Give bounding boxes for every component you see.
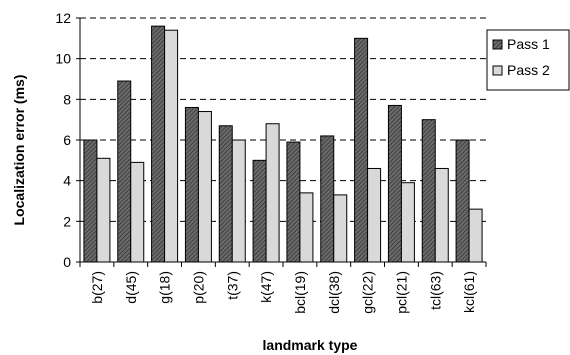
y-tick-label: 10 (55, 51, 71, 67)
x-tick-label: tcl(63) (427, 271, 443, 310)
y-tick-label: 4 (63, 173, 71, 189)
x-tick-label: kcl(61) (461, 271, 477, 313)
bar-pass2 (96, 157, 111, 263)
bar-pass2 (164, 29, 179, 263)
bar-pass2 (333, 194, 348, 263)
bar-pass1 (252, 159, 267, 263)
x-tick-label: t(37) (224, 271, 240, 300)
y-tick-label: 8 (63, 91, 71, 107)
bar-pass1 (320, 135, 335, 263)
bar-pass1 (455, 139, 470, 263)
x-tick-label: d(45) (123, 271, 139, 304)
x-tick-label: bcl(19) (292, 271, 308, 314)
y-tick-label: 12 (55, 10, 71, 26)
x-tick-label: p(20) (190, 271, 206, 304)
y-axis-title: Localization error (ms) (11, 75, 27, 226)
x-tick-label: dcl(38) (326, 271, 342, 314)
x-axis-title: landmark type (263, 337, 358, 353)
bar-pass1 (184, 106, 199, 263)
legend-swatch-pass2 (492, 65, 503, 76)
x-tick-label: k(47) (258, 271, 274, 303)
bar-pass1 (218, 125, 233, 263)
legend-label-pass1: Pass 1 (507, 36, 550, 52)
y-tick-labels: 0 2 4 6 8 10 12 (55, 10, 71, 270)
bar-pass1 (354, 37, 369, 263)
bar-pass2 (468, 208, 483, 263)
bar-pass2 (367, 167, 382, 263)
axes (76, 17, 487, 267)
bar-pass1 (286, 141, 301, 263)
bar-pass1 (83, 139, 98, 263)
legend: Pass 1 Pass 2 (486, 29, 570, 91)
y-tick-label: 0 (63, 254, 71, 270)
legend-swatch-pass1 (492, 39, 503, 50)
x-tick-label: pcl(21) (393, 271, 409, 314)
bar-pass2 (197, 111, 212, 263)
bars (83, 25, 483, 263)
y-tick-label: 6 (63, 132, 71, 148)
x-tick-label: g(18) (157, 271, 173, 304)
x-tick-label: b(27) (89, 271, 105, 304)
bar-pass1 (387, 104, 402, 263)
bar-pass2 (400, 182, 415, 263)
bar-pass1 (421, 119, 436, 263)
gridlines (80, 17, 486, 222)
y-tick-label: 2 (63, 213, 71, 229)
x-tick-labels: b(27) d(45) g(18) p(20) t(37) k(47) bcl(19) dcl… (89, 271, 477, 314)
bar-pass2 (265, 123, 280, 263)
bar-pass2 (231, 139, 246, 263)
bar-pass2 (434, 167, 449, 263)
bar-pass2 (299, 192, 314, 263)
x-tick-label: gcl(22) (360, 271, 376, 314)
legend-label-pass2: Pass 2 (507, 62, 550, 78)
bar-pass2 (130, 161, 145, 263)
bar-pass1 (151, 25, 166, 263)
bar-pass1 (117, 80, 132, 263)
